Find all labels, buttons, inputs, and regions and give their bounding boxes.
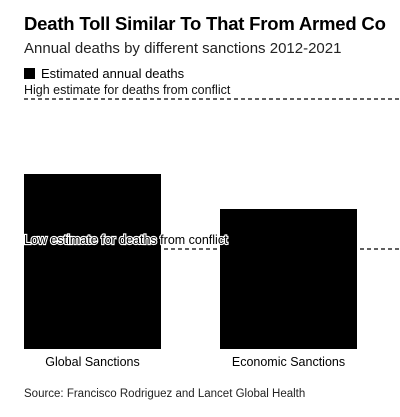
chart-title: Death Toll Similar To That From Armed Co	[24, 13, 386, 34]
bar-economic-sanctions	[220, 209, 357, 349]
chart-subtitle: Annual deaths by different sanctions 201…	[24, 40, 342, 57]
x-tick-label: Global Sanctions	[45, 355, 140, 369]
x-tick-label: Economic Sanctions	[232, 355, 345, 369]
source-note: Source: Francisco Rodriguez and Lancet G…	[24, 388, 306, 400]
bar-global-sanctions	[24, 174, 161, 349]
legend-label: Estimated annual deaths	[41, 66, 185, 81]
low-estimate-label: Low estimate for deaths from conflict	[24, 233, 228, 247]
legend: Estimated annual deaths	[24, 66, 184, 81]
high-estimate-label: High estimate for deaths from conflict	[24, 83, 231, 97]
legend-swatch	[24, 68, 35, 79]
